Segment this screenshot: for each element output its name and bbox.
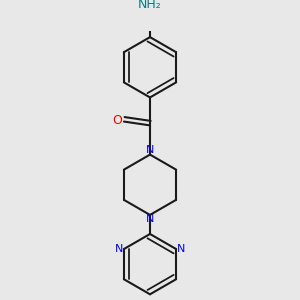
Text: O: O xyxy=(112,114,122,127)
Text: N: N xyxy=(146,145,154,155)
Text: N: N xyxy=(115,244,124,254)
Text: NH₂: NH₂ xyxy=(138,0,162,11)
Text: N: N xyxy=(176,244,185,254)
Text: N: N xyxy=(146,214,154,224)
